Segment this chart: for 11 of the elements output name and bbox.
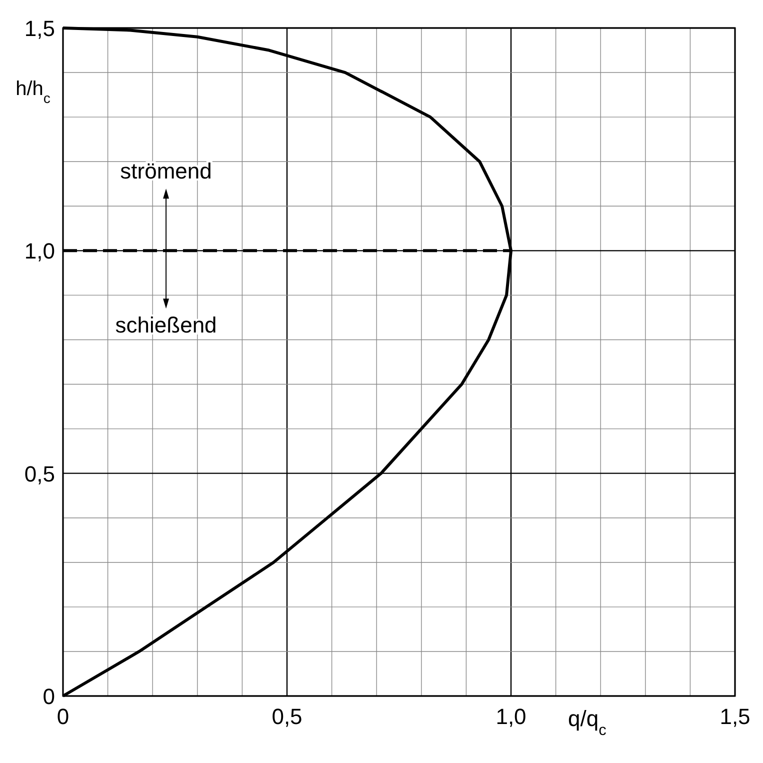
y-tick-label: 0,5: [24, 461, 55, 486]
x-axis-title: q/q$_{c}$: [568, 706, 607, 738]
annotation: strömend: [120, 158, 212, 184]
y-tick-label: 1,5: [24, 16, 55, 41]
annotation: schießend: [115, 312, 217, 338]
x-tick-label: 1,5: [720, 704, 750, 729]
x-tick-label: 1,0: [496, 704, 526, 729]
x-tick-label: 0,5: [272, 704, 302, 729]
y-axis-title: h/h$_{c}$: [16, 78, 50, 106]
y-tick-label: 1,0: [24, 238, 55, 264]
y-tick-label: 0: [42, 684, 55, 709]
